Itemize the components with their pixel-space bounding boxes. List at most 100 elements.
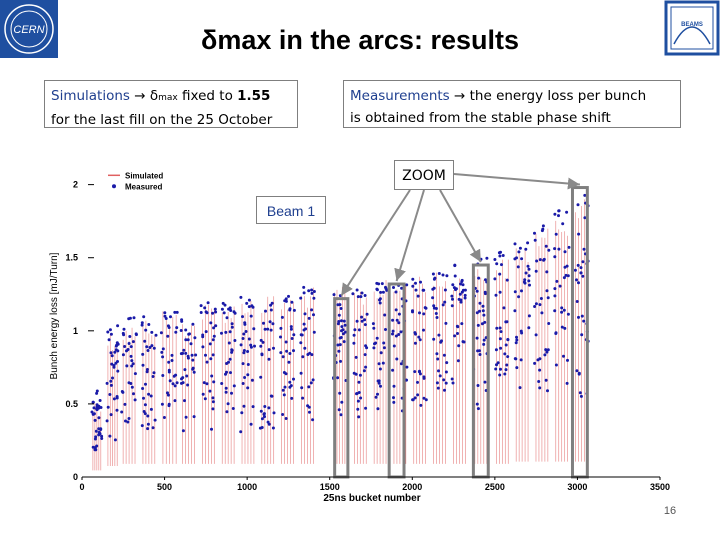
measured-point (130, 385, 134, 389)
measured-point (272, 346, 275, 350)
measured-point (243, 321, 247, 325)
measured-point (227, 341, 231, 345)
measured-point (527, 326, 531, 330)
measured-point (397, 312, 401, 316)
measured-point (499, 367, 502, 371)
measured-point (120, 410, 124, 414)
measured-point (339, 307, 343, 310)
measured-point (526, 241, 530, 245)
measured-point (337, 349, 341, 353)
measured-point (371, 322, 375, 326)
measured-point (186, 383, 190, 387)
measured-point (450, 304, 454, 308)
measured-point (129, 345, 133, 349)
measured-point (558, 284, 562, 288)
measured-point (199, 311, 203, 314)
measured-point (110, 362, 114, 366)
measured-point (540, 311, 544, 315)
measured-point (545, 270, 549, 274)
measured-point (149, 407, 153, 411)
y-tick-label: 0.5 (65, 399, 78, 409)
measured-point (547, 322, 551, 325)
measured-point (309, 381, 313, 385)
measured-point (184, 338, 188, 342)
measured-point (431, 296, 435, 300)
measured-point (537, 380, 541, 383)
measured-point (513, 242, 517, 246)
measured-point (439, 340, 443, 344)
measured-point (114, 344, 118, 348)
measured-point (308, 410, 311, 414)
measured-point (400, 286, 404, 290)
measured-point (169, 315, 172, 319)
measured-point (227, 360, 230, 364)
measured-point (435, 316, 439, 319)
measured-point (561, 222, 565, 226)
measured-point (443, 288, 447, 292)
measured-point (95, 405, 99, 409)
measured-point (201, 392, 205, 396)
measured-point (202, 381, 206, 385)
measured-point (503, 372, 507, 376)
measured-point (288, 380, 292, 384)
measured-point (545, 350, 549, 354)
measured-point (250, 304, 254, 308)
measured-point (441, 273, 445, 277)
measured-point (533, 231, 536, 235)
measured-point (261, 340, 265, 344)
measured-point (432, 337, 436, 341)
measured-point (461, 288, 465, 292)
measured-point (208, 389, 212, 393)
measured-point (109, 332, 113, 336)
measured-point (332, 293, 336, 297)
measured-point (269, 308, 273, 312)
measured-point (292, 308, 296, 312)
measured-point (450, 377, 454, 381)
measured-point (379, 290, 383, 294)
measured-point (163, 311, 167, 315)
measured-point (252, 327, 256, 331)
measured-point (179, 352, 183, 356)
measured-point (582, 247, 586, 251)
measured-point (515, 366, 519, 370)
measured-point (360, 291, 364, 295)
measured-point (110, 354, 114, 358)
measured-point (166, 334, 170, 338)
measured-point (244, 330, 248, 333)
measured-point (522, 280, 526, 284)
measured-point (130, 364, 134, 368)
measured-point (546, 296, 550, 300)
measured-point (457, 297, 461, 301)
measured-point (170, 359, 174, 362)
measured-point (445, 274, 449, 278)
measured-point (301, 396, 305, 400)
measured-point (147, 392, 151, 396)
measured-point (573, 268, 577, 272)
measurements-rest: the energy loss per bunch (465, 88, 647, 104)
measured-point (247, 305, 251, 309)
measured-point (204, 353, 207, 357)
slide-title: δmax in the arcs: results (0, 25, 720, 56)
measured-point (233, 311, 237, 315)
measured-point (287, 294, 290, 298)
measured-point (259, 409, 263, 413)
measured-point (242, 332, 246, 336)
measured-point (451, 297, 454, 301)
measured-point (378, 297, 382, 301)
measured-point (432, 306, 436, 310)
measured-point (498, 254, 502, 258)
measured-point (140, 321, 144, 325)
measured-point (245, 301, 249, 305)
measured-point (299, 371, 303, 375)
axes: 0 500 1000 1500 2000 2500 3000 3500 0 0.5 1 1.5 2 (65, 180, 670, 492)
measured-point (560, 310, 564, 314)
measured-point (576, 203, 580, 207)
measured-point (143, 339, 147, 343)
measured-point (210, 374, 214, 378)
simulations-rest: fixed to (177, 88, 238, 104)
measured-point (502, 306, 506, 310)
measured-point (105, 381, 109, 385)
measured-point (267, 422, 271, 426)
measured-point (553, 294, 557, 298)
measured-point (417, 335, 421, 339)
